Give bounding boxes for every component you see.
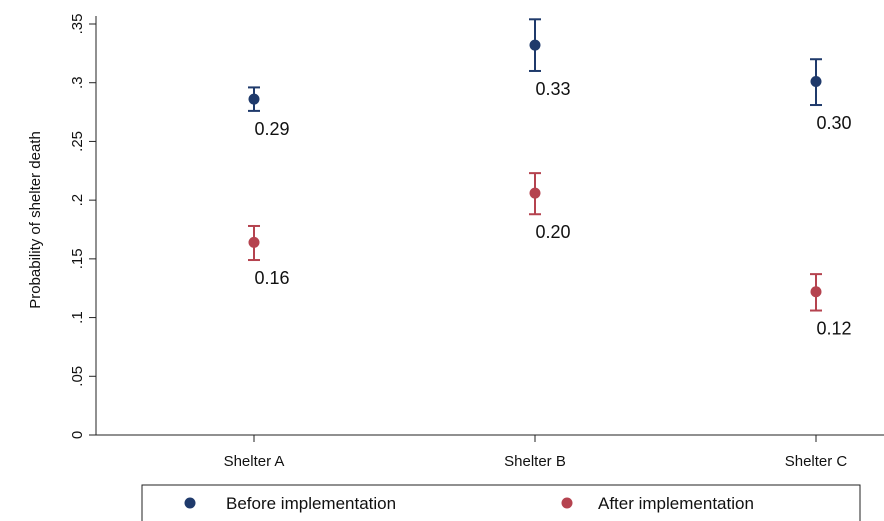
y-tick-label: .2: [69, 194, 86, 207]
plot-marks: 0.29 0.33 0.30 0.16 0.20 0.12: [248, 18, 852, 339]
legend-label: Before implementation: [226, 494, 396, 513]
legend-box: [141, 484, 861, 521]
legend-marker: [184, 497, 196, 509]
data-label: 0.30: [816, 113, 851, 133]
y-tick-label: 0: [69, 431, 86, 439]
legend-marker: [561, 497, 573, 509]
y-axis: 0 .05 .1 .15 .2 .25 .3 .35: [69, 14, 97, 439]
x-tick-label: Shelter C: [785, 453, 848, 470]
data-label: 0.12: [816, 319, 851, 339]
data-point: [248, 236, 260, 248]
y-axis-title: Probability of shelter death: [27, 131, 44, 309]
data-label: 0.20: [535, 222, 570, 242]
y-tick-label: .05: [69, 366, 86, 387]
data-label: 0.33: [535, 79, 570, 99]
data-label: 0.29: [254, 119, 289, 139]
data-point: [810, 286, 822, 298]
legend: Before implementation After implementatio…: [141, 484, 861, 521]
y-tick-label: .25: [69, 131, 86, 152]
data-point: [529, 39, 541, 51]
y-tick-label: .35: [69, 14, 86, 35]
x-tick-label: Shelter A: [224, 453, 285, 470]
x-tick-label: Shelter B: [504, 453, 566, 470]
data-label: 0.16: [254, 268, 289, 288]
x-axis: Shelter A Shelter B Shelter C: [96, 434, 884, 470]
y-tick-label: .15: [69, 248, 86, 269]
y-tick-label: .3: [69, 76, 86, 89]
data-point: [248, 93, 260, 105]
data-point: [810, 76, 822, 88]
legend-label: After implementation: [598, 494, 754, 513]
data-point: [529, 187, 541, 199]
y-tick-label: .1: [69, 311, 86, 324]
